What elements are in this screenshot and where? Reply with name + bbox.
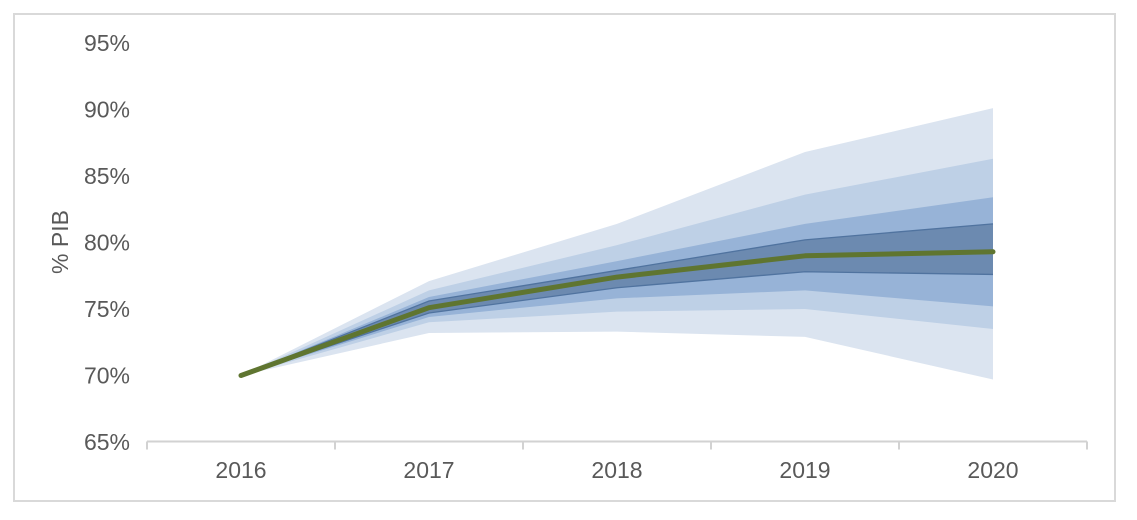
chart-border-frame (13, 13, 1116, 502)
y-tick-label: 70% (84, 363, 130, 389)
confidence-band-inner-upper-edge (240, 223, 994, 377)
central-projection-line (238, 249, 996, 378)
x-tick-label: 2018 (591, 457, 642, 483)
y-tick-label: 95% (84, 30, 130, 56)
y-tick-label: 85% (84, 163, 130, 189)
y-tick-label: 75% (84, 296, 130, 322)
x-tick-label: 2019 (779, 457, 830, 483)
confidence-band-inner-lower-edge (240, 271, 994, 377)
y-tick-label: 65% (84, 429, 130, 455)
x-tick-label: 2016 (215, 457, 266, 483)
y-axis-title: % PIB (47, 210, 73, 274)
y-tick-label: 80% (84, 230, 130, 256)
y-tick-label: 90% (84, 97, 130, 123)
confidence-band-inner (241, 223, 993, 376)
x-tick-label: 2020 (967, 457, 1018, 483)
x-tick-label: 2017 (403, 457, 454, 483)
